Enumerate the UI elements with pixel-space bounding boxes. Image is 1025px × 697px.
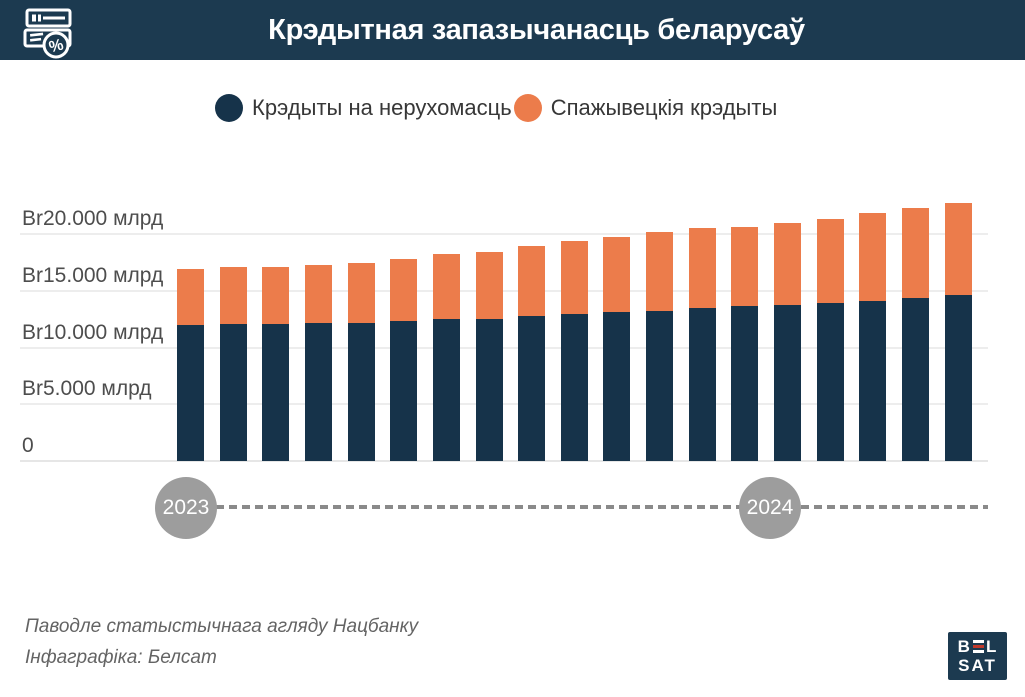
mortgage-legend-dot-icon	[215, 94, 243, 122]
timeline-marker-2023: 2023	[155, 477, 217, 539]
mortgage-credit-segment	[859, 301, 887, 461]
stacked-bar-13	[688, 228, 716, 461]
y-axis-tick-label: Br20.000 млрд	[22, 207, 164, 230]
legend-item-consumer: Спажывецкія крэдыты	[513, 94, 778, 122]
banknotes-percent-icon: %	[23, 8, 72, 59]
consumer-credit-segment	[731, 226, 759, 307]
consumer-credit-segment	[219, 266, 247, 325]
source-note: Паводле статыстычнага агляду Нацбанку	[25, 616, 419, 637]
consumer-credit-segment	[390, 259, 418, 321]
consumer-credit-segment	[518, 245, 546, 316]
stacked-bar-19	[944, 203, 972, 461]
stacked-bar-1	[177, 268, 204, 461]
consumer-legend-dot-icon	[513, 94, 542, 122]
timeline-marker-2024: 2024	[739, 477, 801, 539]
stacked-bar-11	[603, 236, 631, 461]
consumer-credit-segment	[688, 228, 716, 308]
page-title: Крэдытная запазычанасць беларусаў	[268, 14, 805, 46]
mortgage-credit-segment	[560, 313, 588, 461]
y-axis-tick-label: Br10.000 млрд	[22, 320, 164, 344]
gridline	[20, 460, 988, 462]
belsat-logo: B L SAT	[948, 632, 1007, 680]
stacked-bar-15	[774, 222, 801, 461]
credit-note: Інфаграфіка: Белсат	[25, 647, 217, 668]
svg-text:%: %	[47, 36, 65, 56]
mortgage-credit-segment	[219, 324, 247, 461]
legend-item-mortgage: Крэдыты на нерухомасць	[215, 94, 512, 122]
consumer-credit-segment	[944, 203, 972, 296]
chart-legend: Крэдыты на нерухомасць Спажывецкія крэды…	[215, 94, 777, 122]
stacked-bar-18	[901, 207, 929, 461]
stacked-bar-7	[432, 254, 460, 461]
legend-label: Крэдыты на нерухомасць	[252, 95, 512, 120]
consumer-credit-segment	[432, 254, 460, 320]
stacked-bar-3	[262, 266, 290, 461]
mortgage-credit-segment	[731, 306, 759, 461]
stacked-bar-10	[560, 240, 588, 461]
logo-letter-l: L	[985, 637, 998, 656]
consumer-credit-segment	[262, 266, 290, 325]
consumer-credit-segment	[347, 262, 375, 324]
belsat-logo-line1: B L	[958, 637, 998, 656]
mortgage-credit-segment	[518, 315, 546, 461]
stacked-bar-12	[646, 232, 673, 461]
belsat-logo-line2: SAT	[958, 656, 997, 675]
header-bar: % Крэдытная запазычанасць беларусаў	[0, 0, 1025, 60]
mortgage-credit-segment	[603, 311, 631, 461]
timeline-dashed-line	[216, 505, 988, 509]
mortgage-credit-segment	[304, 323, 332, 461]
consumer-credit-segment	[304, 264, 332, 324]
mortgage-credit-segment	[816, 303, 844, 461]
gridline	[20, 233, 988, 235]
gridline	[20, 289, 988, 292]
consumer-credit-segment	[560, 240, 588, 314]
mortgage-credit-segment	[390, 320, 418, 461]
mortgage-credit-segment	[774, 304, 801, 461]
mortgage-credit-segment	[262, 324, 290, 461]
mortgage-credit-segment	[688, 307, 716, 461]
mortgage-credit-segment	[901, 298, 929, 461]
gridline	[20, 403, 988, 406]
consumer-credit-segment	[603, 236, 631, 312]
consumer-credit-segment	[475, 251, 503, 319]
stacked-bar-6	[390, 259, 418, 461]
stacked-bar-8	[475, 251, 503, 461]
consumer-credit-segment	[177, 268, 204, 325]
y-axis-tick-label: Br5.000 млрд	[22, 377, 152, 401]
mortgage-credit-segment	[347, 323, 375, 461]
mortgage-credit-segment	[177, 324, 204, 461]
mortgage-credit-segment	[475, 318, 503, 461]
y-axis-tick-label: Br15.000 млрд	[22, 263, 164, 287]
stacked-bar-2	[219, 266, 247, 461]
mortgage-credit-segment	[646, 310, 673, 461]
mortgage-credit-segment	[432, 319, 460, 461]
consumer-credit-segment	[816, 219, 844, 304]
gridline	[20, 346, 988, 349]
y-axis-tick-label: 0	[22, 434, 34, 457]
consumer-credit-segment	[646, 232, 673, 311]
consumer-credit-segment	[901, 207, 929, 299]
logo-letter-b: B	[957, 637, 971, 656]
stacked-bar-9	[518, 245, 546, 461]
stacked-bar-5	[347, 262, 375, 461]
legend-label: Спажывецкія крэдыты	[550, 95, 778, 120]
consumer-credit-segment	[774, 222, 801, 305]
stacked-bar-4	[304, 264, 332, 461]
stacked-bar-14	[731, 226, 759, 461]
stacked-bar-17	[859, 213, 887, 461]
consumer-credit-segment	[859, 213, 887, 301]
mortgage-credit-segment	[944, 295, 972, 461]
logo-stylized-e-icon	[972, 639, 984, 654]
stacked-bar-16	[816, 219, 844, 461]
